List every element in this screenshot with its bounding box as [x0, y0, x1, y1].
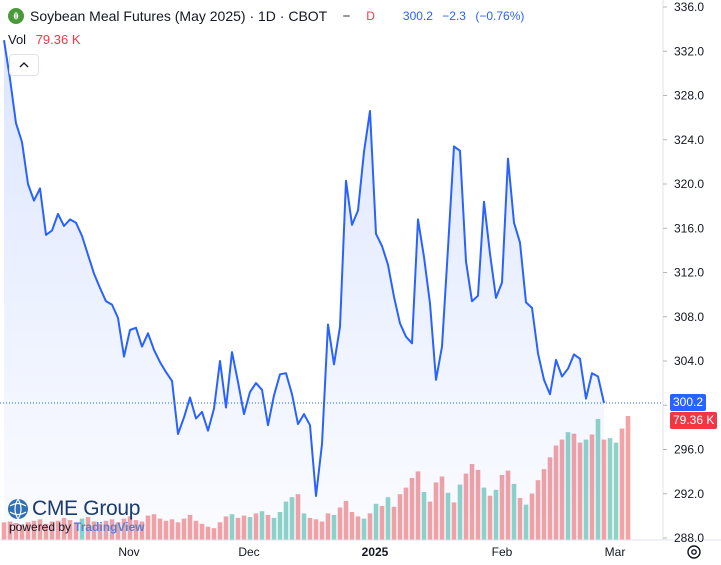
- chevron-up-icon: [19, 62, 29, 68]
- time-scale[interactable]: Nov Dec 2025 Feb Mar: [118, 545, 625, 559]
- volume-bar: [613, 442, 619, 540]
- time-tick-label: Feb: [492, 545, 513, 559]
- volume-label[interactable]: Vol: [8, 32, 27, 47]
- collapse-legend-button[interactable]: [9, 54, 39, 76]
- symbol-title[interactable]: Soybean Meal Futures (May 2025) · 1D · C…: [30, 8, 328, 24]
- price-tick-label: 292.0: [674, 487, 704, 501]
- tradingview-wordmark: TradingView: [74, 520, 145, 534]
- price-tick-label: 324.0: [674, 133, 704, 147]
- powered-by-tradingview[interactable]: powered by TradingView: [9, 520, 145, 534]
- price-area-fill: [4, 40, 604, 540]
- price-tick-label: 320.0: [674, 177, 704, 191]
- last-price-tag: 300.2: [670, 394, 707, 411]
- price-tick-label: 308.0: [674, 310, 704, 324]
- volume-bar: [607, 438, 613, 540]
- time-tick-label: Mar: [605, 545, 626, 559]
- quote-values: 300.2 −2.3 (−0.76%): [403, 9, 530, 23]
- volume-bar: [625, 416, 631, 540]
- price-tick-label: 328.0: [674, 89, 704, 103]
- price-tick-label: 316.0: [674, 221, 704, 235]
- change-value: −2.3: [442, 9, 466, 23]
- interval-flag: D: [366, 9, 375, 23]
- price-tick-label: 304.0: [674, 354, 704, 368]
- price-tick-label: 336.0: [674, 0, 704, 14]
- time-tick-label: Dec: [238, 545, 259, 559]
- price-tick-label: 332.0: [674, 44, 704, 58]
- volume-legend: Vol 79.36 K: [8, 32, 81, 47]
- cme-group-logo: CME Group: [7, 497, 140, 521]
- time-tick-label: 2025: [362, 545, 389, 559]
- time-tick-label: Nov: [118, 545, 139, 559]
- price-line: [3, 40, 605, 497]
- cme-globe-icon: [8, 498, 28, 520]
- price-tick-label: 296.0: [674, 443, 704, 457]
- price-scale[interactable]: 336.0 332.0 328.0 324.0 320.0 316.0 312.0 308.0…: [663, 0, 704, 545]
- soybean-leaf-icon: [8, 8, 24, 24]
- volume-bar: [619, 428, 625, 540]
- change-percent: (−0.76%): [475, 9, 525, 23]
- powered-by-label: powered by: [9, 520, 72, 534]
- last-price-value: 300.2: [402, 9, 433, 23]
- price-tick-label: 288.0: [674, 531, 704, 545]
- chart-legend: Soybean Meal Futures (May 2025) · 1D · C…: [8, 6, 530, 26]
- settings-gear-icon[interactable]: [685, 543, 703, 561]
- market-status-dash: [343, 15, 351, 17]
- last-volume-tag: 79.36 K: [670, 412, 718, 429]
- volume-value: 79.36 K: [35, 32, 81, 47]
- price-tick-label: 312.0: [674, 266, 704, 280]
- cme-logo-text: CME Group: [32, 497, 141, 520]
